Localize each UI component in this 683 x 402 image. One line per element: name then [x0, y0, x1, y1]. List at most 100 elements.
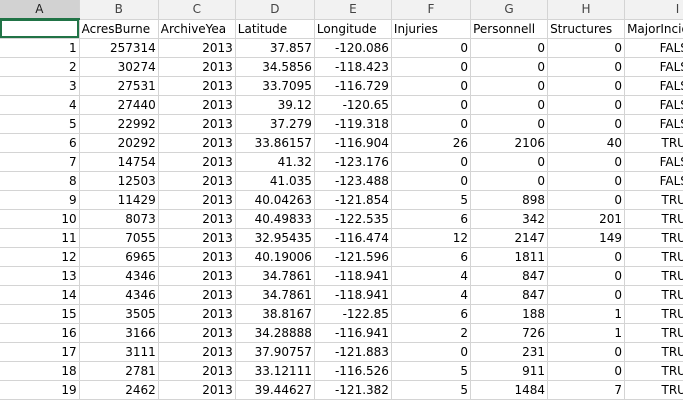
table-cell[interactable]: -116.729: [314, 76, 392, 96]
table-cell-major-incident[interactable]: TRUE: [624, 247, 683, 267]
cell-e1-header[interactable]: Longitude: [314, 19, 392, 39]
table-cell[interactable]: 2013: [158, 152, 236, 172]
table-cell[interactable]: 4: [391, 285, 472, 305]
table-cell[interactable]: 34.7861: [235, 266, 315, 286]
table-cell[interactable]: 37.90757: [235, 342, 315, 362]
table-cell[interactable]: 2013: [158, 380, 236, 400]
table-cell[interactable]: 1: [547, 304, 626, 324]
column-header-d[interactable]: D: [235, 0, 315, 20]
table-cell[interactable]: 41.035: [235, 171, 315, 191]
table-cell[interactable]: 0: [547, 361, 626, 381]
table-cell[interactable]: 2147: [470, 228, 549, 248]
table-cell[interactable]: 33.86157: [235, 133, 315, 153]
table-cell[interactable]: -123.488: [314, 171, 392, 191]
table-cell[interactable]: -120.086: [314, 38, 392, 58]
table-cell-index[interactable]: 16: [0, 323, 80, 343]
cell-c1-header[interactable]: ArchiveYea: [158, 19, 236, 39]
cell-d1-header[interactable]: Latitude: [235, 19, 315, 39]
table-cell-major-incident[interactable]: FALSE: [624, 57, 683, 77]
table-cell[interactable]: 3111: [79, 342, 159, 362]
table-cell[interactable]: 0: [547, 95, 626, 115]
table-cell[interactable]: 898: [470, 190, 549, 210]
table-cell[interactable]: 2106: [470, 133, 549, 153]
table-cell[interactable]: 39.12: [235, 95, 315, 115]
column-header-e[interactable]: E: [314, 0, 392, 20]
table-cell[interactable]: 1: [547, 323, 626, 343]
table-cell[interactable]: 40.04263: [235, 190, 315, 210]
table-cell[interactable]: 1484: [470, 380, 549, 400]
table-cell[interactable]: 0: [547, 171, 626, 191]
table-cell[interactable]: 2013: [158, 114, 236, 134]
table-cell[interactable]: 0: [470, 171, 549, 191]
table-cell-major-incident[interactable]: TRUE: [624, 228, 683, 248]
table-cell-index[interactable]: 10: [0, 209, 80, 229]
table-cell[interactable]: 6: [391, 247, 472, 267]
table-cell-major-incident[interactable]: FALSE: [624, 152, 683, 172]
table-cell[interactable]: 4346: [79, 266, 159, 286]
table-cell[interactable]: 2013: [158, 228, 236, 248]
table-cell-index[interactable]: 7: [0, 152, 80, 172]
column-header-i[interactable]: I: [624, 0, 683, 20]
table-cell[interactable]: -119.318: [314, 114, 392, 134]
table-cell-major-incident[interactable]: FALSE: [624, 76, 683, 96]
table-cell-index[interactable]: 9: [0, 190, 80, 210]
table-cell[interactable]: 40: [547, 133, 626, 153]
table-cell[interactable]: -120.65: [314, 95, 392, 115]
table-cell[interactable]: 12503: [79, 171, 159, 191]
table-cell[interactable]: 847: [470, 266, 549, 286]
table-cell[interactable]: 0: [547, 342, 626, 362]
table-cell[interactable]: 0: [391, 38, 472, 58]
table-cell-index[interactable]: 6: [0, 133, 80, 153]
table-cell-major-incident[interactable]: TRUE: [624, 209, 683, 229]
table-cell[interactable]: 0: [391, 95, 472, 115]
column-header-b[interactable]: B: [79, 0, 159, 20]
table-cell-major-incident[interactable]: FALSE: [624, 95, 683, 115]
table-cell[interactable]: -116.941: [314, 323, 392, 343]
table-cell[interactable]: 38.8167: [235, 304, 315, 324]
table-cell[interactable]: 2013: [158, 342, 236, 362]
table-cell-index[interactable]: 15: [0, 304, 80, 324]
table-cell[interactable]: 0: [547, 76, 626, 96]
table-cell[interactable]: 2462: [79, 380, 159, 400]
table-cell[interactable]: 37.857: [235, 38, 315, 58]
table-cell-index[interactable]: 2: [0, 57, 80, 77]
column-header-f[interactable]: F: [391, 0, 472, 20]
table-cell[interactable]: -122.535: [314, 209, 392, 229]
table-cell[interactable]: 0: [391, 152, 472, 172]
table-cell[interactable]: 26: [391, 133, 472, 153]
table-cell[interactable]: 20292: [79, 133, 159, 153]
table-cell[interactable]: -121.883: [314, 342, 392, 362]
table-cell[interactable]: 8073: [79, 209, 159, 229]
table-cell[interactable]: -121.854: [314, 190, 392, 210]
table-cell[interactable]: 0: [547, 114, 626, 134]
table-cell[interactable]: 27440: [79, 95, 159, 115]
table-cell-index[interactable]: 1: [0, 38, 80, 58]
table-cell[interactable]: 5: [391, 361, 472, 381]
table-cell[interactable]: 27531: [79, 76, 159, 96]
table-cell[interactable]: 2013: [158, 76, 236, 96]
table-cell-index[interactable]: 4: [0, 95, 80, 115]
table-cell[interactable]: 6: [391, 209, 472, 229]
column-header-g[interactable]: G: [470, 0, 549, 20]
table-cell[interactable]: 39.44627: [235, 380, 315, 400]
table-cell[interactable]: -122.85: [314, 304, 392, 324]
table-cell-major-incident[interactable]: FALSE: [624, 171, 683, 191]
table-cell[interactable]: 11429: [79, 190, 159, 210]
table-cell-major-incident[interactable]: TRUE: [624, 361, 683, 381]
table-cell[interactable]: 2013: [158, 57, 236, 77]
table-cell[interactable]: 2013: [158, 323, 236, 343]
cell-a1[interactable]: [0, 19, 80, 39]
table-cell[interactable]: 0: [470, 152, 549, 172]
table-cell[interactable]: 0: [547, 285, 626, 305]
table-cell-major-incident[interactable]: TRUE: [624, 285, 683, 305]
table-cell[interactable]: 33.12111: [235, 361, 315, 381]
table-cell[interactable]: 911: [470, 361, 549, 381]
table-cell-major-incident[interactable]: FALSE: [624, 114, 683, 134]
table-cell[interactable]: 34.5856: [235, 57, 315, 77]
column-header-h[interactable]: H: [547, 0, 626, 20]
table-cell[interactable]: -121.596: [314, 247, 392, 267]
table-cell-index[interactable]: 12: [0, 247, 80, 267]
table-cell-major-incident[interactable]: TRUE: [624, 380, 683, 400]
table-cell[interactable]: 2013: [158, 209, 236, 229]
table-cell-major-incident[interactable]: TRUE: [624, 133, 683, 153]
